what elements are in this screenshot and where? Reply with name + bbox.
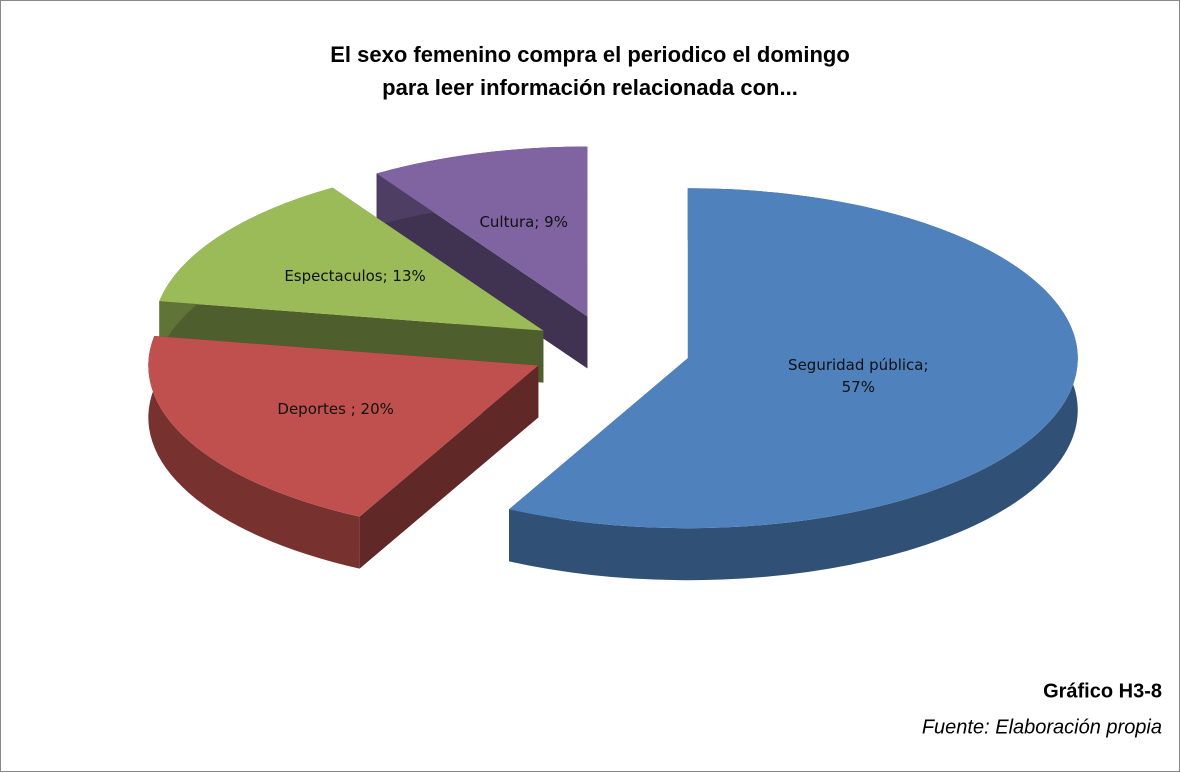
data-label: Deportes ; 20% — [277, 400, 394, 419]
chart-title-line: El sexo femenino compra el periodico el … — [330, 42, 850, 67]
pie-slice — [509, 188, 1078, 529]
data-label: Espectaculos; 13% — [284, 267, 426, 286]
figure-label: Gráfico H3-8 — [1043, 680, 1162, 702]
data-label-box: Deportes ; 20% — [277, 400, 394, 419]
pie: Seguridad pública; 57% Deportes ; 20% Espe… — [148, 146, 1078, 581]
slice-side-face — [376, 173, 588, 369]
slice-side-face — [359, 365, 539, 569]
data-label-box: Espectaculos; 13% — [284, 267, 426, 286]
data-label-box: Cultura; 9% — [479, 212, 568, 231]
slice-outer-wall — [148, 335, 360, 569]
pie-slice — [148, 335, 539, 517]
chart-title-line: para leer información relacionada con... — [382, 75, 798, 100]
slice-outer-wall — [509, 188, 1078, 581]
figure-source: Fuente: Elaboración propia — [922, 716, 1162, 738]
data-label-box: Seguridad pública; 57% — [788, 356, 929, 397]
pie-slice — [159, 187, 544, 331]
pie-slice — [376, 146, 588, 317]
data-label: Cultura; 9% — [479, 212, 568, 231]
data-label: Seguridad pública; 57% — [788, 356, 929, 397]
